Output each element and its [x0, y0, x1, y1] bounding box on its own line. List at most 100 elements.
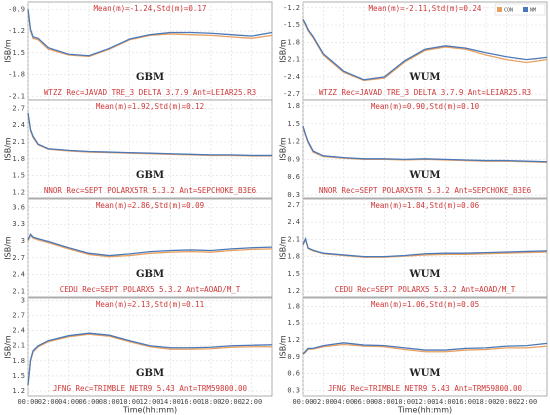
- y-tick-label: 1.2: [12, 387, 25, 395]
- y-tick-label: 3.3: [12, 220, 25, 228]
- series-line: [27, 234, 273, 258]
- y-tick-label: 1.8: [12, 357, 25, 365]
- method-label: WUM: [408, 170, 440, 181]
- annotation: Mean(m)=2.13,Std(m)=0.11: [96, 300, 204, 309]
- station-label: NNOR Rec=SEPT POLARX5TR 5.3.2 Ant=SEPCHO…: [319, 186, 532, 195]
- method-label: GBM: [136, 368, 164, 379]
- series-line: [27, 333, 272, 387]
- x-tick-label: 02:00: [38, 398, 59, 406]
- legend-box: [494, 3, 546, 16]
- y-tick-label: 3: [21, 237, 25, 245]
- y-axis-label: ISB/m: [279, 39, 288, 63]
- series-line: [302, 18, 548, 81]
- y-tick-label: 0.6: [287, 173, 300, 181]
- y-tick-label: 0.6: [287, 370, 300, 378]
- x-axis-label: Time(hh:mm): [122, 406, 177, 415]
- method-label: GBM: [136, 170, 164, 181]
- y-tick-label: 2.7: [12, 312, 25, 320]
- annotation: Mean(m)=-2.11,Std(m)=0.24: [369, 4, 482, 13]
- y-tick-label: 1.5: [287, 120, 300, 128]
- x-tick-label: 04:00: [333, 398, 354, 406]
- y-tick-label: 0.3: [287, 191, 300, 199]
- series-line: [27, 332, 273, 386]
- y-tick-label: 3: [21, 297, 25, 305]
- x-tick-label: 10:00: [119, 398, 140, 406]
- y-tick-label: 2.4: [12, 121, 25, 129]
- annotation: Mean(m)=1.84,Std(m)=0.06: [371, 201, 480, 210]
- series-line: [302, 342, 548, 355]
- annotation: Mean(m)=1.92,Std(m)=0.12: [96, 102, 204, 111]
- annotation: Mean(m)=2.86,Std(m)=0.09: [96, 201, 204, 210]
- x-tick-label: 20:00: [221, 398, 242, 406]
- x-tick-label: 06:00: [353, 398, 374, 406]
- x-tick-label: 00:00: [292, 398, 313, 406]
- legend-swatch: [523, 7, 528, 12]
- y-tick-label: -1.2: [8, 27, 25, 35]
- y-tick-label: -2.1: [8, 92, 25, 100]
- y-tick-label: 1.8: [287, 302, 300, 310]
- y-tick-label: 2.4: [287, 218, 300, 226]
- y-tick-label: -2.4: [283, 73, 300, 81]
- y-tick-label: 1.5: [12, 372, 25, 380]
- x-tick-label: 18:00: [200, 398, 221, 406]
- station-label: WTZZ Rec=JAVAD TRE_3 DELTA 3.7.9 Ant=LEI…: [44, 88, 256, 97]
- x-tick-label: 00:00: [17, 398, 38, 406]
- series-line: [27, 233, 273, 257]
- series-line: [302, 236, 548, 258]
- station-label: NNOR Rec=SEPT POLARX5TR 5.3.2 Ant=SEPCHO…: [44, 186, 257, 195]
- series-line: [302, 20, 548, 82]
- y-tick-label: 2.4: [12, 327, 25, 335]
- y-tick-label: -1.8: [283, 38, 300, 46]
- method-label: GBM: [136, 72, 164, 83]
- y-tick-label: 1.2: [287, 336, 300, 344]
- method-label: WUM: [408, 269, 440, 280]
- y-tick-label: 2.7: [12, 104, 25, 112]
- x-tick-label: 06:00: [78, 398, 99, 406]
- y-tick-label: 1.2: [287, 287, 300, 295]
- x-tick-label: 12:00: [139, 398, 160, 406]
- legend-swatch: [497, 7, 502, 12]
- y-tick-label: 2.1: [12, 342, 25, 350]
- y-axis-label: ISB/m: [279, 137, 288, 161]
- x-tick-label: 22:00: [241, 398, 262, 406]
- y-tick-label: 2.7: [12, 254, 25, 262]
- station-label: WTZZ Rec=JAVAD TRE_3 DELTA 3.7.9 Ant=LEI…: [319, 88, 531, 97]
- y-tick-label: 1.5: [287, 270, 300, 278]
- x-axis-label: Time(hh:mm): [397, 406, 452, 415]
- y-axis-label: ISB/m: [4, 137, 13, 161]
- y-tick-label: 1.5: [287, 319, 300, 327]
- y-tick-label: 1.8: [287, 253, 300, 261]
- legend-label: NM: [530, 8, 536, 14]
- y-tick-label: 1.2: [12, 188, 25, 196]
- x-tick-label: 12:00: [414, 398, 435, 406]
- y-tick-label: 1.2: [287, 138, 300, 146]
- station-label: JFNG Rec=TRIMBLE NETR9 5.43 Ant=TRM59800…: [328, 384, 523, 393]
- station-label: CEDU Rec=SEPT POLARX5 5.3.2 Ant=AOAD/M_T: [60, 285, 241, 294]
- x-tick-label: 16:00: [455, 398, 476, 406]
- y-axis-label: ISB/m: [4, 236, 13, 260]
- annotation: Mean(m)=1.06,Std(m)=0.05: [371, 300, 479, 309]
- y-tick-label: -0.9: [8, 5, 25, 13]
- y-tick-label: 1.8: [12, 155, 25, 163]
- x-tick-label: 08:00: [99, 398, 120, 406]
- y-tick-label: 0.3: [287, 386, 300, 394]
- y-axis-label: ISB/m: [4, 335, 13, 359]
- annotation: Mean(m)=0.90,Std(m)=0.10: [371, 102, 480, 111]
- x-tick-label: 16:00: [180, 398, 201, 406]
- series-line: [302, 343, 548, 356]
- y-tick-label: 2.1: [12, 287, 25, 295]
- x-tick-label: 22:00: [516, 398, 537, 406]
- y-tick-label: 0.9: [287, 353, 300, 361]
- series-line: [27, 9, 273, 57]
- y-tick-label: 1.8: [287, 102, 300, 110]
- station-label: CEDU Rec=SEPT POLARX5 5.3.2 Ant=AOAD/M_T: [335, 285, 516, 294]
- y-tick-label: 2.4: [12, 271, 25, 279]
- y-tick-label: -1.2: [283, 4, 300, 12]
- x-tick-label: 02:00: [313, 398, 334, 406]
- annotation: Mean(m)=-1.24,Std(m)=0.17: [94, 4, 207, 13]
- x-tick-label: 20:00: [496, 398, 517, 406]
- y-axis-label: ISB/m: [279, 335, 288, 359]
- y-tick-label: -1.5: [283, 21, 300, 29]
- y-axis-label: ISB/m: [279, 236, 288, 260]
